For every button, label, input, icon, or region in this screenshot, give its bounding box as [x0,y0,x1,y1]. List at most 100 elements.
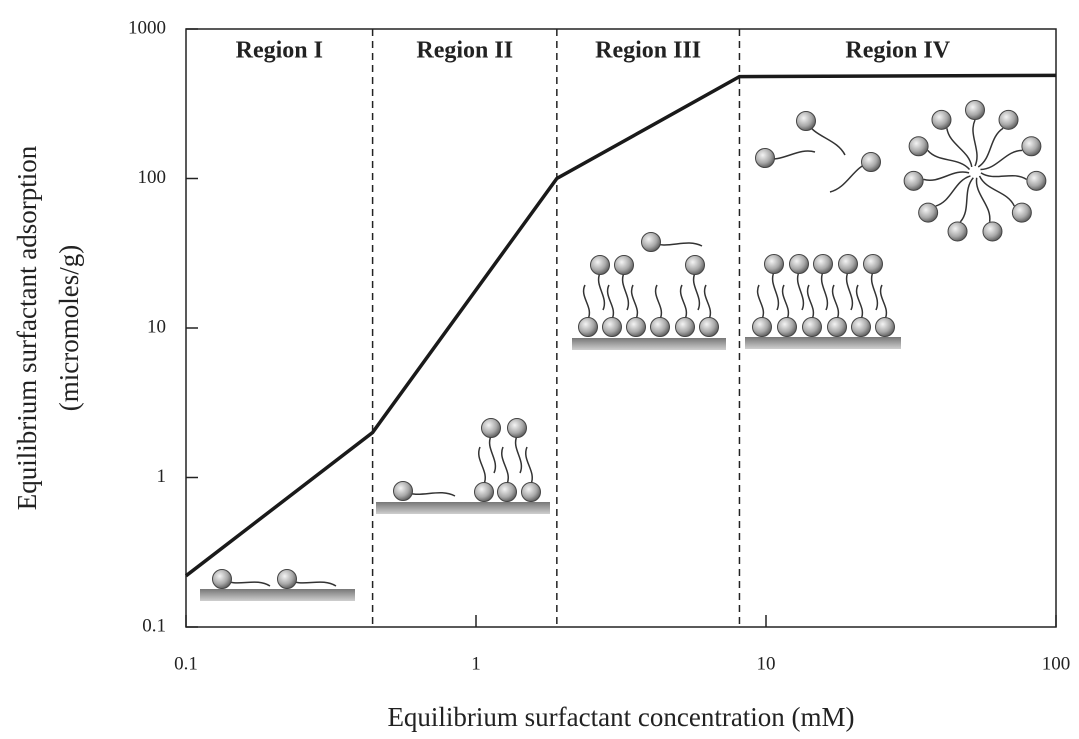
substrate [200,589,355,601]
tail [606,284,615,320]
y-tick-label: 1000 [128,17,166,38]
head [838,254,858,274]
tail [654,284,663,320]
x-tick-label: 0.1 [174,653,198,674]
head [931,109,952,130]
y-axis-title: (micromoles/g) [54,245,84,411]
data-line [184,73,1057,578]
y-tick-label: 10 [147,316,166,337]
tail [514,435,523,474]
y-tick-label: 100 [138,167,167,188]
head [393,481,413,501]
tail [946,128,973,168]
y-axis-title: Equilibrium surfactant adsorption [12,145,42,510]
x-tick-label: 1 [471,653,481,674]
tail [796,271,805,311]
tail [980,149,1023,171]
head [861,152,881,172]
head [277,569,297,589]
tail [879,284,888,320]
region-label: Region IV [845,38,950,64]
head [578,317,598,337]
head [875,317,895,337]
tail [692,272,701,311]
tail [703,284,712,320]
tail [501,446,509,485]
tail [478,446,486,485]
head [507,418,527,438]
head [521,482,541,502]
tail [978,175,1015,207]
substrate [572,338,726,350]
tail [935,175,971,207]
head [827,317,847,337]
y-tick-label: 1 [157,466,167,487]
head [1026,170,1047,191]
head [614,255,634,275]
head [602,317,622,337]
head [641,232,661,252]
tail [806,284,815,320]
x-axis-title: Equilibrium surfactant concentration (mM… [387,702,854,732]
head [796,111,816,131]
tail [831,284,840,320]
tail [488,435,497,474]
head [863,254,883,274]
head [497,482,517,502]
tail [855,284,864,320]
head [965,100,985,120]
tail [977,127,1004,168]
head [789,254,809,274]
tail [582,284,591,320]
tail [975,177,991,222]
head [998,109,1019,130]
head [752,317,772,337]
head [474,482,494,502]
head [908,136,929,157]
head [590,255,610,275]
head [813,254,833,274]
head [851,317,871,337]
head [699,317,719,337]
surfactant-illustrations [200,100,1047,601]
region-label: Region III [595,38,701,64]
head [212,569,232,589]
head [650,317,670,337]
tail [980,172,1027,181]
head [1021,136,1042,157]
head [918,202,939,223]
head [675,317,695,337]
tail [972,119,978,167]
tail [771,271,780,311]
x-tick-label: 100 [1042,653,1071,674]
substrate [376,502,550,514]
tail [870,271,879,311]
tail [781,284,790,320]
tail [525,446,533,485]
head [764,254,784,274]
head [481,418,501,438]
tail [923,171,970,182]
y-tick-label: 0.1 [142,615,166,636]
head [1011,202,1032,223]
tail [597,272,606,311]
tail [845,271,854,311]
x-tick-label: 10 [757,653,776,674]
tail [756,284,765,320]
head [685,255,705,275]
tail [621,272,630,311]
head [802,317,822,337]
tail [679,284,688,320]
head [626,317,646,337]
tail [820,271,829,311]
region-label: Region II [416,38,513,64]
tail [927,149,971,171]
head [755,148,775,168]
head [903,170,924,191]
head [777,317,797,337]
region-label: Region I [236,38,323,64]
tail [959,177,974,223]
tail [630,284,639,320]
head [947,221,968,242]
